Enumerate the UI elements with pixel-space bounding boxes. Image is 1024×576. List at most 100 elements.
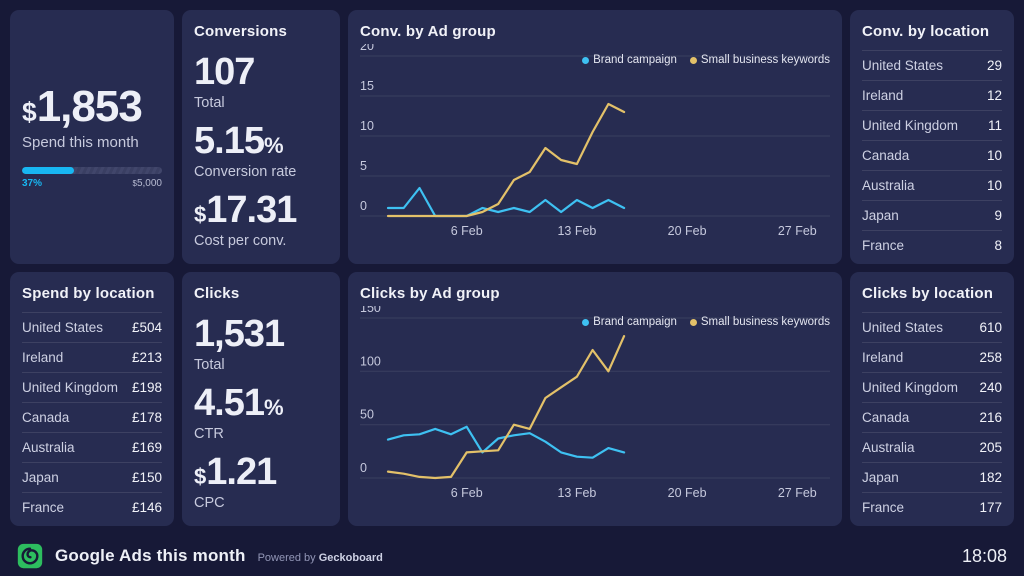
location-label: United States [862,320,944,335]
stat-prefix: $ [194,201,207,227]
list-item: Canada 216 [862,402,1002,432]
stat-number: 107 [194,51,255,93]
stat-cost-per-conv: $17.31 Cost per conv. [194,190,328,249]
location-value: 8 [994,238,1002,253]
legend-item: Small business keywords [689,316,830,328]
list-item: Ireland 12 [862,80,1002,110]
list-item: United Kingdom 11 [862,110,1002,140]
location-value: 610 [979,320,1002,335]
list-item: Japan £150 [22,462,162,492]
svg-text:6 Feb: 6 Feb [451,224,483,238]
svg-text:27 Feb: 27 Feb [778,224,817,238]
legend-label: Brand campaign [593,316,677,328]
location-value: 182 [979,470,1002,485]
panel-title: Conv. by location [862,23,990,40]
location-value: £169 [131,440,162,455]
location-label: Japan [862,208,899,223]
stat-value: 1,531 [194,314,328,355]
stat-label: CTR [194,425,224,442]
panel-conv-by-adgroup: Conv. by Ad group Brand campaign Small bu… [348,10,842,264]
location-label: Canada [862,148,910,163]
progress-track [22,167,162,175]
svg-text:0: 0 [360,461,367,475]
list-item: Australia 10 [862,170,1002,200]
list-item: United States 610 [862,312,1002,342]
legend-item: Brand campaign [582,54,677,66]
location-label: France [862,238,905,253]
location-value: 216 [979,410,1002,425]
stat-number: 5.15 [194,119,265,162]
location-value: £178 [131,410,162,425]
legend-dot-icon [689,318,697,326]
panel-title: Clicks [194,285,240,302]
legend-label: Brand campaign [593,54,677,66]
stat-value: $17.31 [194,190,328,231]
progress-fill [22,167,74,175]
list-item: United Kingdom £198 [22,372,162,402]
location-label: Canada [22,410,70,425]
location-list: United States 610 Ireland 258 United Kingdom… [862,312,1002,522]
geckoboard-logo-icon [17,543,43,569]
clicks-by-adgroup-chart: 0 50 100 150 6 Feb 13 Feb 20 Feb 27 Feb [360,306,830,500]
chart-legend: Brand campaign Small business keywords [582,316,830,328]
svg-text:150: 150 [360,306,381,315]
location-label: Ireland [862,88,904,103]
svg-text:6 Feb: 6 Feb [451,486,483,500]
legend-item: Brand campaign [582,316,677,328]
conv-by-adgroup-chart: 0 5 10 15 20 6 Feb 13 Feb 20 Feb 27 Feb [360,44,830,238]
svg-text:20 Feb: 20 Feb [668,486,707,500]
panel-grid: $1,853 Spend this month 37% $5,000 Conve… [10,10,1014,526]
legend-label: Small business keywords [700,316,830,328]
progress-percent: 37% [22,178,43,190]
panel-title: Spend by location [22,285,155,302]
legend-dot-icon [582,318,590,326]
location-list: United States £504 Ireland £213 United Kingd… [22,312,162,522]
legend-dot-icon [689,56,697,64]
stat-label: Total [194,94,225,111]
panel-title: Conversions [194,23,288,40]
spend-progress: 37% $5,000 [22,167,162,189]
location-value: 240 [979,380,1002,395]
location-label: United Kingdom [22,380,119,395]
location-value: 29 [986,58,1002,73]
list-item: United Kingdom 240 [862,372,1002,402]
location-label: Australia [862,440,915,455]
list-item: Australia £169 [22,432,162,462]
location-value: 9 [994,208,1002,223]
stat-label: Conversion rate [194,163,297,180]
panel-spend-this-month: $1,853 Spend this month 37% $5,000 [10,10,174,264]
location-label: United States [862,58,944,73]
location-value: £504 [131,320,162,335]
location-label: United States [22,320,104,335]
svg-text:5: 5 [360,159,367,173]
svg-text:50: 50 [360,408,374,422]
location-label: United Kingdom [862,118,959,133]
location-label: Japan [22,470,59,485]
location-label: Ireland [862,350,904,365]
stat-suffix: % [263,394,284,420]
location-value: £150 [131,470,162,485]
stat-prefix: $ [194,463,207,489]
location-value: 177 [979,500,1002,515]
progress-goal: $5,000 [133,178,162,189]
spend-value: $1,853 [22,84,162,130]
location-label: Ireland [22,350,64,365]
list-item: Canada £178 [22,402,162,432]
location-label: United Kingdom [862,380,959,395]
svg-text:0: 0 [360,199,367,213]
location-label: Canada [862,410,910,425]
svg-text:27 Feb: 27 Feb [778,486,817,500]
svg-text:15: 15 [360,79,374,93]
stat-value: 4.51% [194,383,328,424]
panel-clicks: Clicks 1,531 Total 4.51% CTR $1.21 CPC [182,272,340,526]
svg-text:20: 20 [360,44,374,53]
list-item: United States £504 [22,312,162,342]
location-label: Australia [22,440,75,455]
list-item: France £146 [22,492,162,522]
stat-value: 5.15% [194,119,328,162]
svg-text:13 Feb: 13 Feb [557,486,596,500]
stat-ctr: 4.51% CTR [194,383,328,442]
list-item: Japan 9 [862,200,1002,230]
list-item: Ireland 258 [862,342,1002,372]
location-value: £198 [131,380,162,395]
